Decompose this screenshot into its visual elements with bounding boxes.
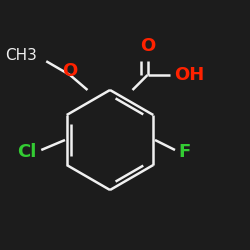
- Text: O: O: [140, 37, 155, 55]
- Text: CH3: CH3: [6, 48, 38, 62]
- Text: F: F: [179, 143, 191, 161]
- Text: OH: OH: [174, 66, 204, 84]
- Text: O: O: [62, 62, 78, 80]
- Text: Cl: Cl: [18, 143, 37, 161]
